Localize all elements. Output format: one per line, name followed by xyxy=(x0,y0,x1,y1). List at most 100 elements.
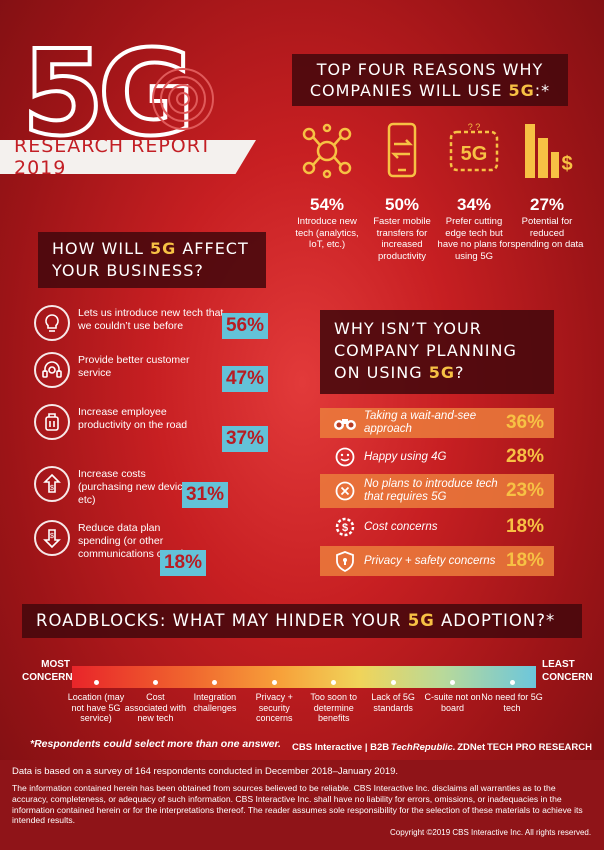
why-value: 23% xyxy=(505,480,544,501)
why-title: WHY ISN’T YOUR COMPANY PLANNING ON USING… xyxy=(320,310,554,394)
reason-pct: 27% xyxy=(529,195,565,214)
affect-value: 37% xyxy=(221,426,268,452)
reasons-title-post: :* xyxy=(534,81,551,100)
least-concern-label: LEAST CONCERN xyxy=(542,659,593,683)
reason-item: $ 27% Potential for reduced spending on … xyxy=(510,122,584,251)
svg-text:5G: 5G xyxy=(461,143,488,165)
headset-icon xyxy=(34,352,70,388)
affect-value: 47% xyxy=(221,366,268,392)
why-title-line1: WHY ISN’T YOUR xyxy=(334,319,482,338)
why-label: Taking a wait-and-see approach xyxy=(364,410,477,435)
affect-label: Provide better customer service xyxy=(78,354,190,379)
roadblock-label: Cost associated with new tech xyxy=(124,692,187,723)
why-value: 18% xyxy=(505,550,544,571)
reason-label: Prefer cutting edge tech but have no pla… xyxy=(437,216,511,262)
roadblocks-title-pre: ROADBLOCKS: WHAT MAY HINDER YOUR xyxy=(36,611,408,630)
footer xyxy=(0,760,604,850)
roadblock-marker xyxy=(93,680,99,685)
luggage-icon xyxy=(34,404,70,440)
phone-transfer-icon xyxy=(387,122,417,178)
cbs-interactive-logo: CBS Interactive | B2B xyxy=(292,741,390,753)
affect-title-post: AFFECT xyxy=(176,239,249,258)
why-label: No plans to introduce tech that requires… xyxy=(364,478,498,503)
reason-pct: 54% xyxy=(309,195,345,214)
affect-item: Lets us introduce new tech that we could… xyxy=(34,305,268,349)
affect-item: $ Reduce data plan spending (or other co… xyxy=(34,520,268,576)
svg-text:? ?: ? ? xyxy=(468,122,481,132)
affect-item: Increase employee productivity on the ro… xyxy=(34,404,268,452)
brand-logos: CBS Interactive | B2B TechRepublic. ZDNe… xyxy=(292,736,592,758)
5g-badge-icon: 5G ? ? xyxy=(449,122,499,172)
roadblock-label: Integration challenges xyxy=(193,692,237,713)
reason-label: Potential for reduced spending on data xyxy=(510,216,584,250)
reason-item: 50% Faster mobile transfers for increase… xyxy=(365,122,439,262)
why-item: $ Cost concerns 18% xyxy=(320,512,554,542)
reason-item: 54% Introduce new tech (analytics, IoT, … xyxy=(290,122,364,251)
logo-5g: 5G xyxy=(20,24,197,162)
roadblock-marker xyxy=(509,680,515,685)
zdnet-logo: ZDNet xyxy=(457,741,486,753)
techrepublic-logo: TechRepublic. xyxy=(390,741,456,753)
why-title-hl: 5G xyxy=(428,363,455,382)
why-title-line2: COMPANY PLANNING xyxy=(334,341,517,360)
why-value: 28% xyxy=(505,446,544,467)
roadblock-label: Location (may not have 5G service) xyxy=(67,692,125,723)
affect-value: 56% xyxy=(221,313,268,339)
roadblock-label: Privacy + security concerns xyxy=(255,692,293,723)
why-label: Privacy + safety concerns xyxy=(364,554,496,567)
roadblock-marker xyxy=(212,680,218,685)
x-circle-icon xyxy=(330,481,360,501)
why-value: 36% xyxy=(505,412,544,433)
roadblock-label: Lack of 5G standards xyxy=(371,692,415,713)
affect-label: Reduce data plan spending (or other comm… xyxy=(78,522,185,560)
svg-text:$: $ xyxy=(50,485,54,492)
reason-item: 5G ? ? 34% Prefer cutting edge tech but … xyxy=(437,122,511,262)
reasons-title: TOP FOUR REASONS WHY COMPANIES WILL USE … xyxy=(292,54,568,106)
cost-down-icon: $ xyxy=(34,520,70,556)
affect-value: 18% xyxy=(159,550,206,576)
why-item: Happy using 4G 28% xyxy=(320,442,554,472)
roadblocks-title: ROADBLOCKS: WHAT MAY HINDER YOUR 5G ADOP… xyxy=(22,604,582,638)
roadblock-marker xyxy=(152,680,158,685)
svg-text:$: $ xyxy=(561,153,572,175)
roadblocks-title-post: ADOPTION?* xyxy=(434,611,556,630)
most-concern-label: MOST CONCERN xyxy=(22,659,73,683)
affect-value: 31% xyxy=(181,482,228,508)
affect-item: $ Increase costs (purchasing new devices… xyxy=(34,466,268,510)
roadblock-marker xyxy=(331,680,337,685)
reasons-title-line2: COMPANIES WILL USE xyxy=(309,81,509,100)
affect-item: Provide better customer service 47% xyxy=(34,352,268,396)
lightbulb-icon xyxy=(34,305,70,341)
why-item: No plans to introduce tech that requires… xyxy=(320,474,554,508)
cost-up-icon: $ xyxy=(34,466,70,502)
why-title-line3: ON USING xyxy=(334,363,429,382)
roadblock-label: Too soon to determine benefits xyxy=(310,692,357,723)
affect-label: Lets us introduce new tech that we could… xyxy=(78,307,224,332)
network-icon xyxy=(302,123,352,179)
roadblock-marker xyxy=(271,680,277,685)
affect-title-pre: HOW WILL xyxy=(52,239,150,258)
affect-title-line2: YOUR BUSINESS? xyxy=(52,261,204,280)
why-item: Taking a wait-and-see approach 36% xyxy=(320,408,554,438)
reason-label: Faster mobile transfers for increased pr… xyxy=(373,216,431,262)
dollar-gear-icon: $ xyxy=(330,516,360,538)
reason-label: Introduce new tech (analytics, IoT, etc.… xyxy=(295,216,359,250)
why-label: Happy using 4G xyxy=(364,450,447,463)
roadblock-label: C-suite not on board xyxy=(424,692,481,713)
reason-pct: 34% xyxy=(456,195,492,214)
why-title-post: ? xyxy=(454,363,465,382)
why-value: 18% xyxy=(505,516,544,537)
report-banner: RESEARCH REPORT 2019 xyxy=(0,140,256,174)
respondents-note: *Respondents could select more than one … xyxy=(30,738,281,750)
affect-title: HOW WILL 5G AFFECT YOUR BUSINESS? xyxy=(38,232,266,288)
roadblock-label: No need for 5G tech xyxy=(481,692,543,713)
target-rings-icon xyxy=(152,68,214,130)
roadblock-marker xyxy=(450,680,456,685)
roadblocks-title-hl: 5G xyxy=(407,611,435,630)
roadblock-marker xyxy=(390,680,396,685)
reasons-title-line1: TOP FOUR REASONS WHY xyxy=(316,60,544,79)
binoculars-icon xyxy=(330,415,360,431)
affect-title-hl: 5G xyxy=(149,239,177,258)
svg-text:$: $ xyxy=(342,522,348,534)
disclaimer: The information contained herein has bee… xyxy=(12,783,583,826)
